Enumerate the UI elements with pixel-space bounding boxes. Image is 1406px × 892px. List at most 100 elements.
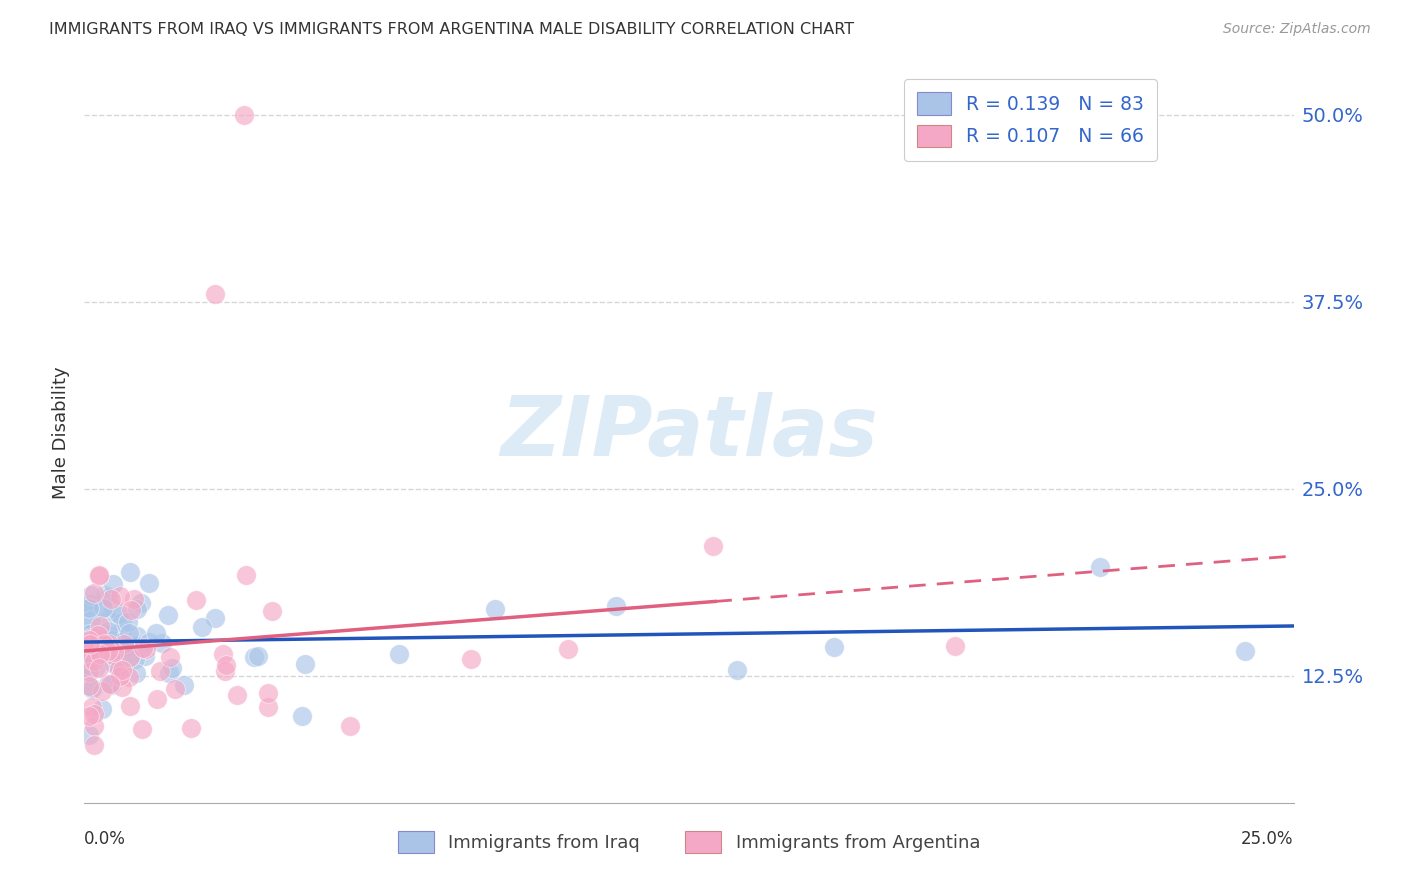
Point: [80, 632, 103, 647]
Point: [97, 677, 120, 691]
Point: [97, 624, 120, 638]
Point: [1088, 560, 1111, 574]
Point: [103, 657, 125, 672]
Point: [1234, 644, 1257, 658]
Point: [159, 650, 181, 665]
Point: [77, 665, 100, 679]
Point: [120, 603, 142, 617]
Point: [83, 643, 105, 657]
Point: [83, 738, 105, 752]
Point: [138, 634, 160, 648]
Point: [388, 647, 411, 661]
Point: [125, 629, 148, 643]
Text: 0.0%: 0.0%: [84, 830, 127, 847]
Point: [90, 683, 112, 698]
Point: [111, 680, 134, 694]
Point: [235, 567, 257, 582]
Point: [108, 661, 131, 675]
Point: [214, 664, 236, 678]
Point: [108, 669, 131, 683]
Point: [107, 640, 129, 655]
Point: [80, 588, 103, 602]
Point: [77, 637, 100, 651]
Point: [226, 688, 249, 702]
Point: [118, 698, 141, 713]
Point: [173, 678, 195, 692]
Point: [107, 660, 129, 674]
Point: [82, 681, 104, 696]
Point: [557, 642, 579, 657]
Point: [291, 709, 314, 723]
Point: [84, 636, 107, 650]
Point: [204, 611, 226, 625]
Point: [98, 677, 121, 691]
Point: [83, 632, 105, 646]
Point: [107, 607, 129, 621]
Point: [77, 665, 100, 680]
Point: [460, 651, 482, 665]
Point: [90, 630, 112, 644]
Point: [90, 642, 112, 657]
Point: [125, 640, 148, 654]
Point: [214, 657, 236, 672]
Point: [108, 647, 131, 661]
Point: [98, 628, 121, 642]
Point: [83, 586, 105, 600]
Point: [101, 648, 124, 662]
Point: [89, 647, 111, 661]
Point: [150, 636, 173, 650]
Point: [100, 592, 122, 607]
Point: [943, 640, 966, 654]
Point: [97, 591, 120, 605]
Text: ZIPatlas: ZIPatlas: [501, 392, 877, 473]
Point: [91, 600, 114, 615]
Point: [243, 649, 266, 664]
Point: [79, 597, 101, 611]
Point: [79, 637, 101, 651]
Point: [97, 637, 120, 651]
Point: [132, 640, 155, 655]
Point: [111, 663, 134, 677]
Point: [294, 657, 316, 671]
Point: [89, 619, 111, 633]
Point: [77, 658, 100, 673]
Point: [118, 650, 141, 665]
Point: [86, 632, 108, 647]
Point: [77, 615, 100, 630]
Point: [110, 635, 132, 649]
Point: [79, 653, 101, 667]
Point: [145, 692, 167, 706]
Point: [97, 644, 120, 658]
Text: IMMIGRANTS FROM IRAQ VS IMMIGRANTS FROM ARGENTINA MALE DISABILITY CORRELATION CH: IMMIGRANTS FROM IRAQ VS IMMIGRANTS FROM …: [49, 22, 855, 37]
Point: [211, 647, 233, 661]
Point: [77, 627, 100, 641]
Point: [80, 681, 103, 695]
Point: [725, 663, 748, 677]
Point: [80, 700, 103, 714]
Point: [100, 632, 122, 647]
Point: [339, 719, 361, 733]
Legend: Immigrants from Iraq, Immigrants from Argentina: Immigrants from Iraq, Immigrants from Ar…: [391, 824, 987, 861]
Point: [94, 588, 117, 602]
Point: [108, 590, 131, 604]
Point: [180, 721, 202, 735]
Point: [120, 649, 142, 664]
Point: [117, 615, 139, 630]
Point: [149, 664, 172, 678]
Point: [131, 722, 153, 736]
Point: [118, 565, 141, 579]
Point: [129, 596, 152, 610]
Point: [77, 601, 100, 615]
Point: [84, 659, 107, 673]
Point: [134, 648, 156, 663]
Point: [91, 600, 114, 615]
Point: [80, 631, 103, 645]
Point: [823, 640, 845, 654]
Point: [135, 641, 157, 656]
Point: [86, 628, 108, 642]
Y-axis label: Male Disability: Male Disability: [52, 367, 70, 499]
Point: [83, 654, 105, 668]
Point: [90, 636, 112, 650]
Point: [77, 599, 100, 614]
Point: [77, 729, 100, 743]
